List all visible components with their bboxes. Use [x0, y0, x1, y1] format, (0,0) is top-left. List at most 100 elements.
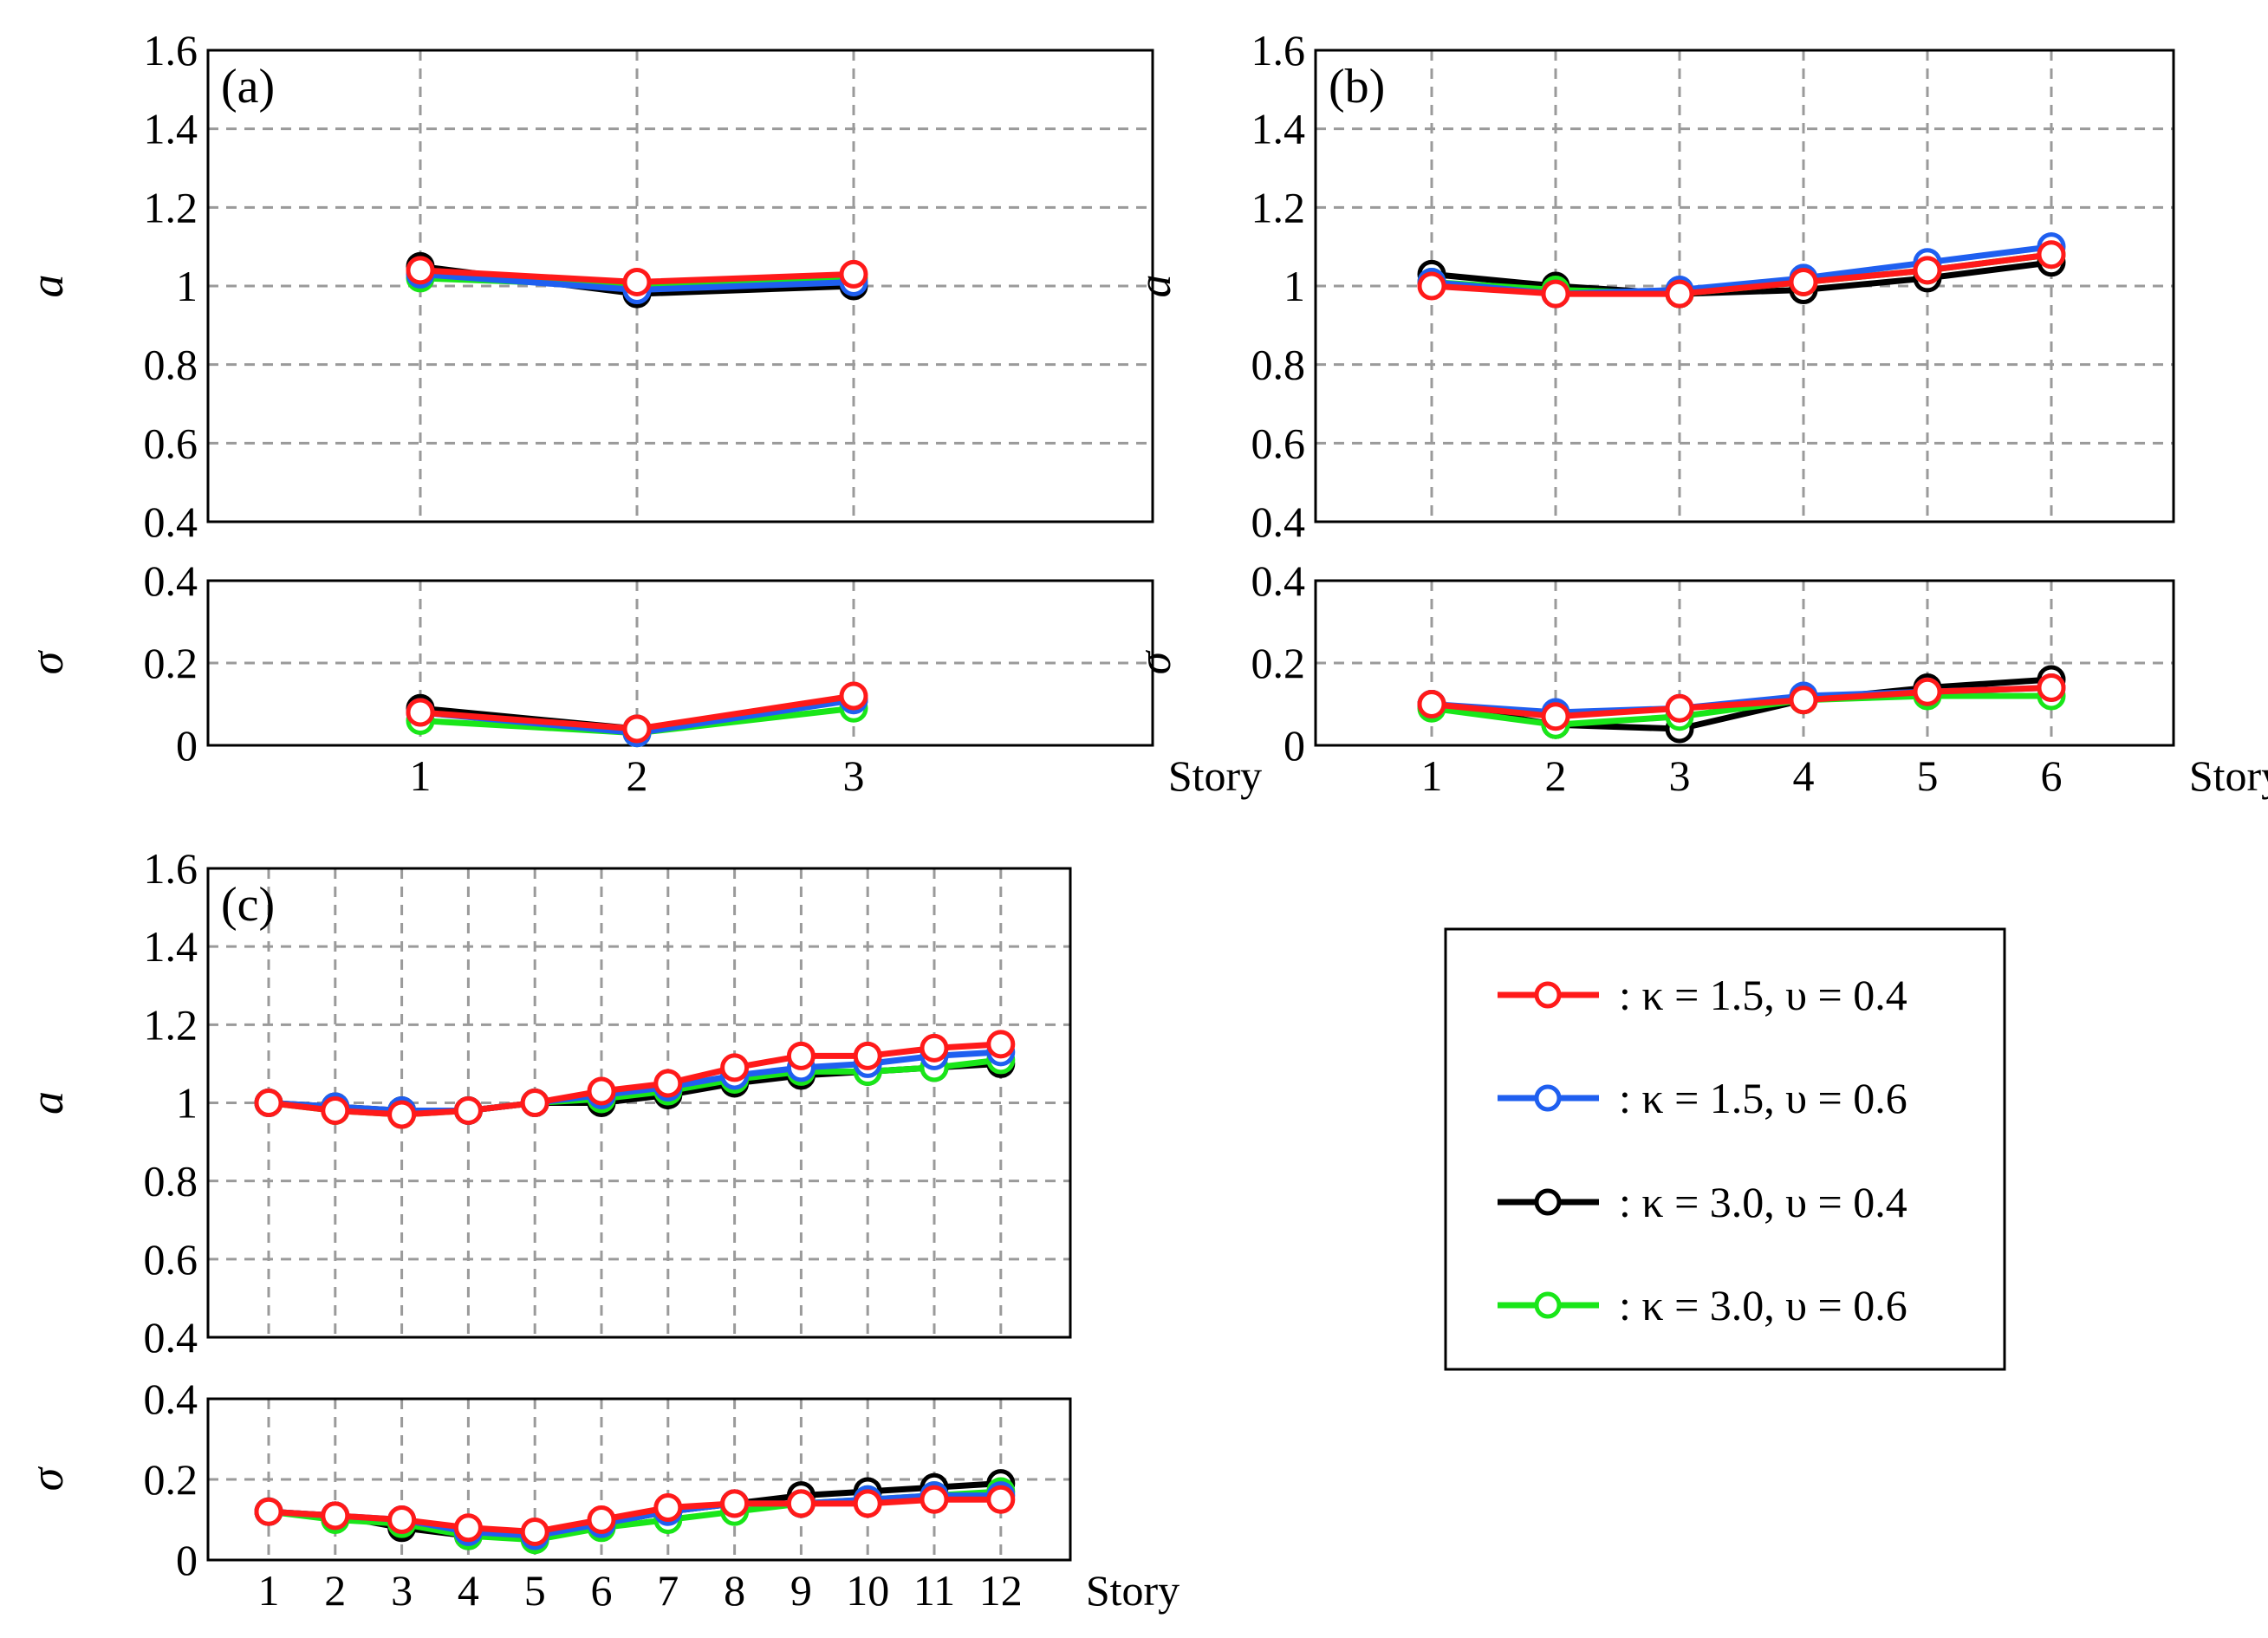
xtick-label-c-sigma: 2: [324, 1566, 346, 1615]
ytick-label-b-mean: 0.6: [1251, 419, 1306, 467]
data-point: [1913, 677, 1942, 706]
plot-frame-a-sigma: [206, 579, 1154, 747]
panel-label-a: (a): [221, 60, 275, 114]
xtick-label-c-sigma: 6: [591, 1566, 613, 1615]
plot-frame-b-sigma: [1314, 579, 2175, 747]
data-point: [1913, 256, 1942, 285]
plot-c-mean: 0.4 0.6 0.8 1 1.2 1.4 1.6 a (c): [21, 844, 1072, 1362]
series-a-sigma-3: [406, 681, 868, 744]
xtick-label-b-sigma: 4: [1793, 751, 1815, 800]
data-point: [453, 1513, 483, 1543]
legend-label-s2: : κ = 1.5, υ = 0.6: [1619, 1074, 1907, 1122]
xtick-label-b-sigma: 5: [1917, 751, 1939, 800]
data-point: [1789, 686, 1818, 715]
ytick-label-a-sigma: 0: [176, 721, 198, 770]
series-c-sigma-3: [254, 1485, 1016, 1546]
ytick-label-c-sigma: 0.4: [144, 1375, 198, 1423]
plot-b-sigma: 0 0.2 0.4 σ 1 2 3 4 5 6 Story: [1128, 556, 2268, 800]
plot-a-mean: 0.4 0.6 0.8 1 1.2 1.4 1.6 a (a): [21, 26, 1154, 546]
data-point: [1789, 267, 1818, 296]
plot-frame-a-mean: [206, 49, 1154, 523]
data-point: [2037, 240, 2066, 270]
data-point: [2037, 673, 2066, 702]
ytick-label-a-mean: 0.4: [144, 497, 198, 546]
series-line: [1431, 685, 2052, 720]
legend-marker-s4: [1534, 1291, 1562, 1319]
ytick-label-c-mean: 1.2: [144, 1000, 198, 1049]
ytick-label-c-mean: 0.8: [144, 1157, 198, 1206]
ytick-label-b-mean: 1.4: [1251, 105, 1306, 153]
data-point: [387, 1505, 417, 1534]
xtick-label-a-sigma: 1: [410, 751, 432, 800]
xtick-label-c-sigma: 9: [790, 1566, 812, 1615]
data-point: [406, 256, 435, 285]
plot-a-sigma: 0 0.2 0.4 σ 1 2 3 Story: [21, 556, 1262, 800]
data-point: [1665, 279, 1694, 309]
ytick-label-b-mean: 1: [1283, 262, 1305, 310]
data-point: [254, 1089, 283, 1117]
ylabel-c-sigma: σ: [21, 1466, 73, 1491]
ytick-label-c-mean: 0.6: [144, 1235, 198, 1284]
ytick-label-b-sigma: 0: [1283, 721, 1305, 770]
data-point: [520, 1517, 549, 1546]
legend-entry-s3: : κ = 3.0, υ = 0.4: [1498, 1178, 1907, 1226]
ylabel-b-sigma: σ: [1128, 649, 1180, 674]
plot-frame-c-sigma: [206, 1397, 1072, 1562]
ytick-label-c-mean: 1.6: [144, 844, 198, 893]
xtick-label-a-sigma: 2: [627, 751, 648, 800]
ylabel-b-mean: a: [1128, 275, 1180, 298]
plot-frame-c-mean: [206, 867, 1072, 1339]
ytick-label-c-sigma: 0: [176, 1536, 198, 1584]
series-line: [1431, 259, 2052, 297]
series-c-mean-3: [254, 1030, 1016, 1129]
xtick-label-c-sigma: 5: [524, 1566, 546, 1615]
legend-label-s1: : κ = 1.5, υ = 0.4: [1619, 971, 1907, 1019]
data-point: [786, 1489, 816, 1518]
data-point: [321, 1501, 350, 1531]
ytick-label-a-mean: 0.8: [144, 341, 198, 389]
series-a-mean-3: [406, 256, 868, 296]
legend: : κ = 1.5, υ = 0.4 : κ = 1.5, υ = 0.6 : …: [1444, 927, 2006, 1371]
ytick-label-a-mean: 0.6: [144, 419, 198, 467]
legend-marker-s2: [1534, 1084, 1562, 1112]
ylabel-a-sigma: σ: [21, 649, 73, 674]
xtick-label-c-sigma: 8: [724, 1566, 745, 1615]
ytick-label-a-sigma: 0.2: [144, 639, 198, 687]
data-point: [986, 1030, 1016, 1059]
ytick-label-c-sigma: 0.2: [144, 1455, 198, 1504]
xtick-label-c-sigma: 3: [391, 1566, 413, 1615]
panel-label-b: (b): [1329, 60, 1385, 114]
ylabel-a-mean: a: [21, 275, 73, 298]
legend-label-s4: : κ = 3.0, υ = 0.6: [1619, 1281, 1907, 1329]
plot-c-sigma: 00.20.4σ1 2 3 4 5 6 7 8 9 10 11 12 Story: [21, 1375, 1179, 1615]
data-point: [520, 1089, 549, 1117]
data-point: [387, 1100, 417, 1129]
data-point: [720, 1053, 750, 1082]
ylabel-c-mean: a: [21, 1091, 73, 1115]
data-point: [587, 1505, 616, 1534]
data-point: [453, 1096, 483, 1126]
legend-entry-s4: : κ = 3.0, υ = 0.6: [1498, 1281, 1907, 1329]
data-point: [1417, 271, 1446, 301]
ytick-label-a-mean: 1: [176, 262, 198, 310]
data-point: [1541, 279, 1570, 309]
xtick-label-b-sigma: 6: [2041, 751, 2063, 800]
xtick-label-c-sigma: 11: [913, 1566, 955, 1615]
series-line: [1431, 692, 2051, 728]
ytick-label-b-mean: 1.6: [1251, 26, 1306, 75]
data-point: [622, 714, 652, 744]
data-point: [853, 1489, 882, 1518]
data-point: [1541, 702, 1570, 731]
xtick-label-b-sigma: 2: [1545, 751, 1567, 800]
ytick-label-b-mean: 0.4: [1251, 497, 1306, 546]
data-point: [653, 1493, 683, 1523]
ytick-label-a-mean: 1.2: [144, 183, 198, 231]
data-point: [920, 1033, 949, 1063]
panel-b: 0.4 0.6 0.8 1 1.2 1.4 1.6 a (b) 0 0.2 0.4 σ 1 2 3 4 5 6 Sto…: [1128, 26, 2268, 800]
xaxis-title-b: Story: [2189, 751, 2268, 800]
legend-marker-s3: [1534, 1188, 1562, 1216]
ytick-label-a-sigma: 0.4: [144, 556, 198, 605]
legend-label-s3: : κ = 3.0, υ = 0.4: [1619, 1178, 1907, 1226]
ytick-label-c-mean: 1.4: [144, 922, 198, 971]
